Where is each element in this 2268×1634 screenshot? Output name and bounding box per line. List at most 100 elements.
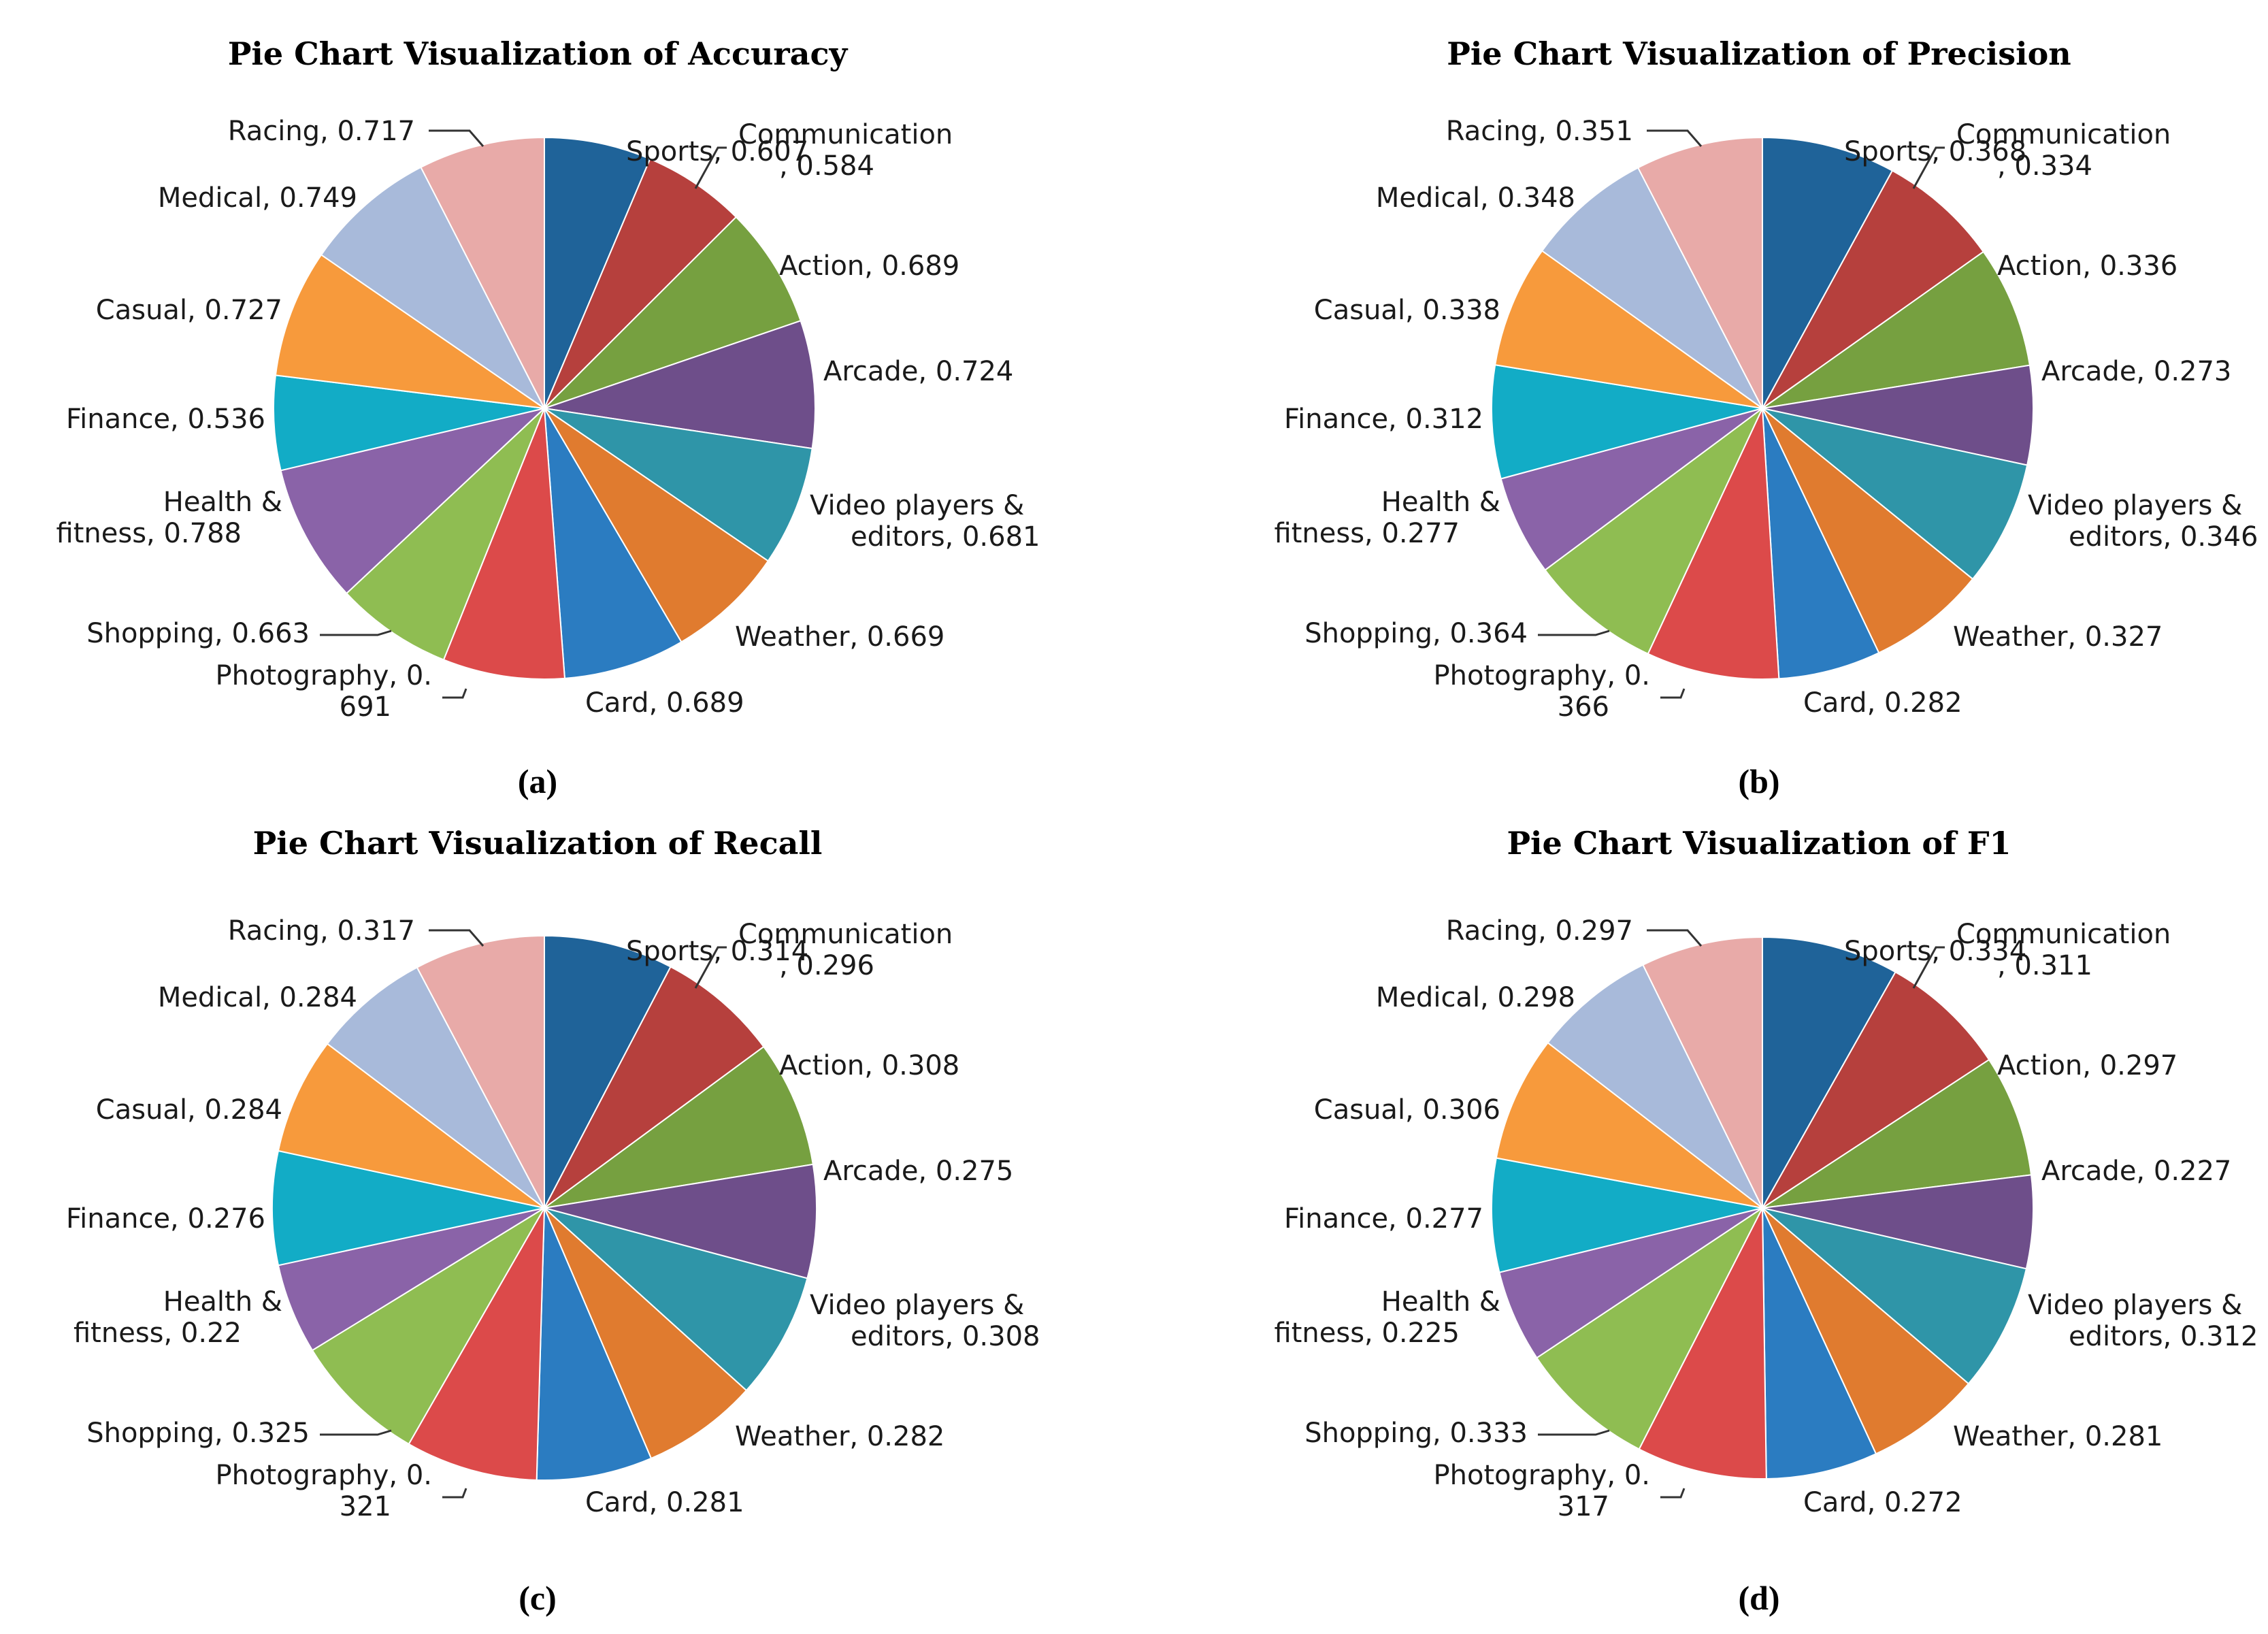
data-label-card: Card, 0.272 — [1803, 1487, 1962, 1518]
pie-slice-medical — [326, 966, 545, 1209]
data-label-photography: 317 — [1558, 1491, 1609, 1522]
pie-panel-c: Pie Chart Visualization of Recall (c) Spor… — [66, 825, 1040, 1617]
data-label-video-players-editors: editors, 0.308 — [851, 1321, 1040, 1352]
data-label-health-fitness: fitness, 0.225 — [1275, 1318, 1460, 1349]
leader-line-photography — [442, 688, 467, 699]
pie-slice-arcade — [1762, 364, 2034, 466]
pie-slice-racing — [416, 934, 545, 1209]
pie-slice-action — [1762, 1058, 2033, 1209]
pie-slice-sports — [1762, 936, 1896, 1211]
pie-slice-racing — [1642, 936, 1763, 1209]
data-label-communication: , 0.334 — [1997, 150, 2092, 182]
data-label-casual: Casual, 0.727 — [96, 295, 282, 326]
data-label-racing: Racing, 0.297 — [1446, 915, 1633, 947]
data-label-weather: Weather, 0.281 — [1953, 1421, 2163, 1452]
pie-slice-weather — [1762, 1207, 1970, 1455]
pie-slice-card — [1762, 1207, 1877, 1480]
leader-line-communication — [1912, 146, 1945, 189]
pie-panel-d: Pie Chart Visualization of F1 (d) Sports, … — [1275, 825, 2258, 1617]
data-label-communication: Communication — [1956, 919, 2171, 950]
pie-panel-a: Pie Chart Visualization of Accuracy (a) Sp… — [56, 35, 1040, 800]
data-label-shopping: Shopping, 0.364 — [1304, 618, 1528, 649]
data-label-shopping: Shopping, 0.663 — [86, 618, 310, 649]
pie-slice-communication — [1762, 169, 1985, 409]
pie-slice-photography — [1638, 1207, 1767, 1480]
data-label-medical: Medical, 0.749 — [158, 182, 357, 214]
data-label-health-fitness: Health & — [163, 487, 282, 518]
pie-slice-action — [544, 1045, 814, 1209]
data-label-video-players-editors: Video players & — [2028, 490, 2242, 521]
data-label-weather: Weather, 0.282 — [735, 1421, 944, 1452]
chart-title: Pie Chart Visualization of F1 — [1507, 825, 2011, 862]
data-label-action: Action, 0.308 — [779, 1050, 959, 1081]
data-label-video-players-editors: editors, 0.346 — [2069, 521, 2258, 553]
data-label-arcade: Arcade, 0.273 — [2041, 356, 2231, 387]
data-label-racing: Racing, 0.317 — [228, 915, 415, 947]
pie-slice-weather — [544, 1207, 748, 1460]
data-label-sports: Sports, 0.314 — [626, 936, 808, 967]
pie-slice-shopping — [311, 1207, 545, 1445]
data-label-weather: Weather, 0.669 — [735, 621, 944, 653]
data-label-shopping: Shopping, 0.325 — [86, 1418, 310, 1449]
pie-slice-casual — [1494, 250, 1763, 409]
chart-title: Pie Chart Visualization of Precision — [1447, 35, 2071, 72]
pie-panel-b: Pie Chart Visualization of Precision (b) S… — [1275, 35, 2258, 800]
pie-slice-finance — [1491, 364, 1763, 480]
data-label-photography: Photography, 0. — [1434, 660, 1650, 691]
pie-slice-communication — [544, 966, 765, 1209]
chart-title: Pie Chart Visualization of Recall — [253, 825, 823, 862]
data-label-card: Card, 0.689 — [585, 687, 744, 719]
data-label-photography: Photography, 0. — [216, 660, 432, 691]
data-label-photography: 691 — [340, 691, 391, 723]
pie-slice-photography — [442, 408, 566, 680]
pie-slice-sports — [544, 136, 651, 409]
data-label-casual: Casual, 0.338 — [1314, 295, 1500, 326]
leader-line-racing — [429, 129, 484, 147]
pie-slice-health-fitness — [1498, 1207, 1763, 1359]
panel-caption: (a) — [518, 762, 557, 800]
data-label-communication: Communication — [738, 119, 953, 150]
data-label-casual: Casual, 0.284 — [96, 1094, 282, 1126]
pie-slice-casual — [277, 1043, 545, 1209]
data-label-weather: Weather, 0.327 — [1953, 621, 2163, 653]
pie-slice-card — [1762, 408, 1880, 680]
leader-line-racing — [429, 929, 484, 947]
leader-line-photography — [442, 1488, 467, 1499]
pie-slice-shopping — [1536, 1206, 1764, 1450]
pie-slice-medical — [1541, 167, 1763, 409]
data-label-communication: , 0.296 — [779, 950, 874, 981]
pie-slice-card — [544, 408, 683, 679]
data-label-arcade: Arcade, 0.227 — [2041, 1156, 2231, 1187]
leader-line-communication — [694, 146, 727, 189]
data-label-health-fitness: Health & — [1381, 487, 1500, 518]
pie-slice-arcade — [544, 320, 816, 450]
pie-slice-health-fitness — [1500, 408, 1763, 571]
data-label-health-fitness: fitness, 0.22 — [73, 1318, 242, 1349]
pie-slice-sports — [544, 934, 672, 1209]
data-label-finance: Finance, 0.536 — [66, 404, 265, 435]
data-label-health-fitness: fitness, 0.788 — [56, 518, 242, 549]
data-label-photography: Photography, 0. — [1434, 1460, 1650, 1491]
data-label-casual: Casual, 0.306 — [1314, 1094, 1500, 1126]
pie-slice-medical — [1547, 964, 1763, 1209]
data-label-card: Card, 0.282 — [1803, 687, 1962, 719]
leader-line-communication — [694, 946, 727, 989]
pie-slice-photography — [1647, 408, 1780, 680]
data-label-shopping: Shopping, 0.333 — [1304, 1418, 1528, 1449]
data-label-arcade: Arcade, 0.275 — [823, 1156, 1013, 1187]
pie-slice-video-players-editors — [1762, 408, 2028, 581]
leader-line-communication — [1912, 946, 1945, 989]
leader-line-shopping — [320, 630, 392, 636]
data-label-video-players-editors: Video players & — [2028, 1290, 2242, 1321]
data-label-finance: Finance, 0.312 — [1284, 404, 1483, 435]
data-label-health-fitness: fitness, 0.277 — [1275, 518, 1460, 549]
data-label-photography: Photography, 0. — [216, 1460, 432, 1491]
data-label-sports: Sports, 0.368 — [1844, 136, 2026, 167]
leader-line-photography — [1660, 1488, 1686, 1499]
data-label-finance: Finance, 0.276 — [66, 1203, 265, 1235]
data-label-communication: Communication — [1956, 119, 2171, 150]
pie-slice-shopping — [1544, 408, 1763, 655]
data-label-racing: Racing, 0.351 — [1446, 116, 1633, 147]
data-label-communication: , 0.311 — [1997, 950, 2092, 981]
